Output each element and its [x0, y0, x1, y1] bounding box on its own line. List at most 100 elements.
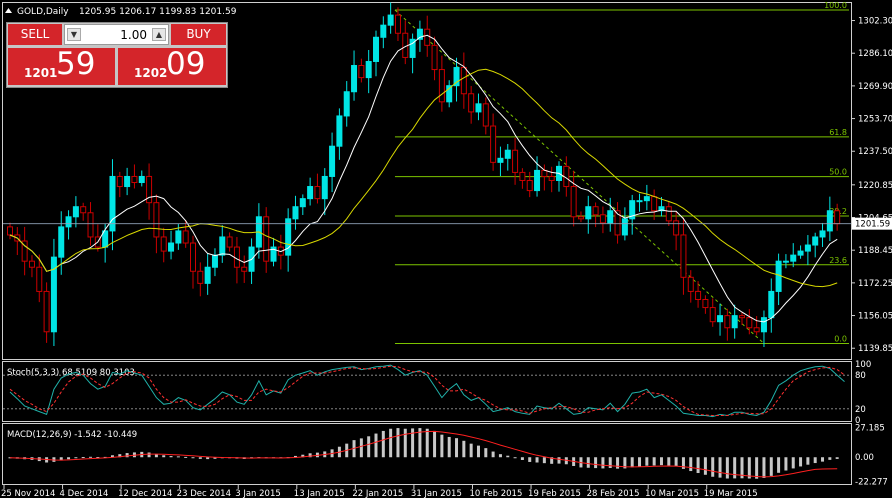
candle-body	[307, 186, 314, 200]
quantity-stepper[interactable]: ▼ ▲	[64, 24, 169, 45]
time-tick-label: 12 Dec 2014	[118, 489, 172, 498]
candle-body	[365, 60, 372, 79]
candle-body	[80, 206, 87, 214]
fibo-level-label: 0.0	[834, 334, 847, 343]
candle-body	[577, 216, 584, 220]
one-click-trading-panel: SELL ▼ ▲ BUY 1201 59 1202 09	[6, 22, 228, 88]
candle-body	[753, 327, 760, 333]
macd-bar	[667, 457, 671, 466]
macd-bar	[184, 456, 188, 458]
collapse-triangle-icon[interactable]	[5, 8, 12, 13]
macd-bar	[769, 457, 773, 476]
macd-bar	[67, 457, 71, 460]
candle-body	[387, 14, 394, 26]
candle-body	[394, 14, 401, 34]
macd-bar	[659, 457, 663, 466]
macd-signal-line	[9, 430, 838, 478]
macd-bar	[689, 457, 693, 472]
macd-bar	[381, 430, 385, 458]
macd-bar	[623, 457, 627, 469]
candle-body	[812, 236, 819, 246]
time-tick-label: 25 Nov 2014	[1, 489, 55, 498]
candle-body	[226, 236, 233, 248]
volume-input[interactable]	[83, 26, 147, 43]
macd-bar	[418, 428, 422, 458]
sell-price-box[interactable]: 1201 59	[8, 46, 115, 85]
candle-body	[438, 69, 445, 103]
stoch-tick-label: 0	[855, 416, 860, 426]
candle-body	[43, 290, 50, 333]
macd-bar	[162, 455, 166, 458]
macd-bar	[8, 457, 12, 459]
candle-body	[329, 145, 336, 177]
candle-body	[636, 200, 643, 203]
time-tick-label: 22 Jan 2015	[352, 489, 403, 498]
candle-body	[680, 234, 687, 278]
macd-bar	[308, 453, 312, 458]
candle-body	[695, 290, 702, 301]
macd-bar	[455, 438, 459, 458]
price-tick-label: 1172.25	[858, 279, 892, 289]
candle-body	[21, 240, 28, 262]
sell-button[interactable]: SELL	[8, 24, 62, 45]
macd-bar	[813, 457, 817, 464]
candle-body	[665, 206, 672, 222]
candlestick-series	[7, 2, 841, 348]
candle-body	[673, 220, 680, 236]
fibo-trendline[interactable]	[394, 9, 765, 344]
candle-body	[7, 226, 13, 236]
buy-button[interactable]: BUY	[171, 24, 226, 45]
stoch-tick-label: 80	[855, 371, 866, 381]
main-panel-frame	[2, 2, 852, 360]
candle-body	[116, 175, 123, 188]
candle-body	[380, 24, 387, 38]
macd-bar	[791, 457, 795, 469]
macd-bar	[411, 428, 415, 458]
increase-volume-icon[interactable]: ▲	[152, 28, 166, 41]
macd-bar	[484, 448, 488, 458]
candle-body	[50, 256, 57, 333]
ma-fast-line	[9, 34, 838, 323]
macd-bar	[784, 457, 788, 471]
candle-body	[585, 206, 592, 220]
candle-body	[131, 175, 138, 184]
decrease-volume-icon[interactable]: ▼	[67, 28, 81, 41]
candle-body	[651, 196, 658, 212]
macd-bar	[169, 456, 173, 458]
sell-price-major: 1201	[24, 66, 58, 80]
candle-body	[804, 244, 811, 252]
macd-bar	[586, 457, 590, 468]
macd-bar	[293, 455, 297, 458]
candle-body	[160, 236, 167, 252]
macd-bar	[740, 457, 744, 479]
stoch-tick-label: 20	[855, 405, 866, 415]
candle-body	[58, 226, 65, 258]
macd-bar	[630, 457, 634, 468]
candle-body	[534, 169, 541, 192]
current-price-label: 1201.59	[855, 220, 890, 230]
candle-body	[797, 250, 804, 256]
macd-bar	[301, 454, 305, 458]
candle-body	[819, 230, 826, 238]
fibo-level-label: 23.6	[829, 256, 847, 265]
candle-body	[431, 44, 438, 71]
candle-body	[285, 218, 292, 256]
candle-body	[373, 36, 379, 62]
macd-bar	[681, 457, 685, 469]
candle-body	[168, 242, 175, 252]
candle-body	[109, 175, 116, 232]
price-tick-label: 1253.70	[858, 115, 892, 125]
candle-body	[175, 230, 182, 244]
buy-price-box[interactable]: 1202 09	[118, 46, 226, 85]
candle-body	[724, 315, 731, 329]
candle-body	[834, 210, 841, 225]
candle-body	[211, 254, 218, 268]
macd-bar	[674, 457, 678, 467]
sell-price-pips: 59	[56, 46, 96, 82]
macd-bar	[528, 457, 532, 462]
macd-bar	[74, 457, 78, 459]
price-tick-label: 1302.30	[858, 17, 892, 27]
macd-bar	[652, 457, 656, 466]
macd-bar	[806, 457, 810, 465]
ma-slow-line	[9, 68, 838, 288]
